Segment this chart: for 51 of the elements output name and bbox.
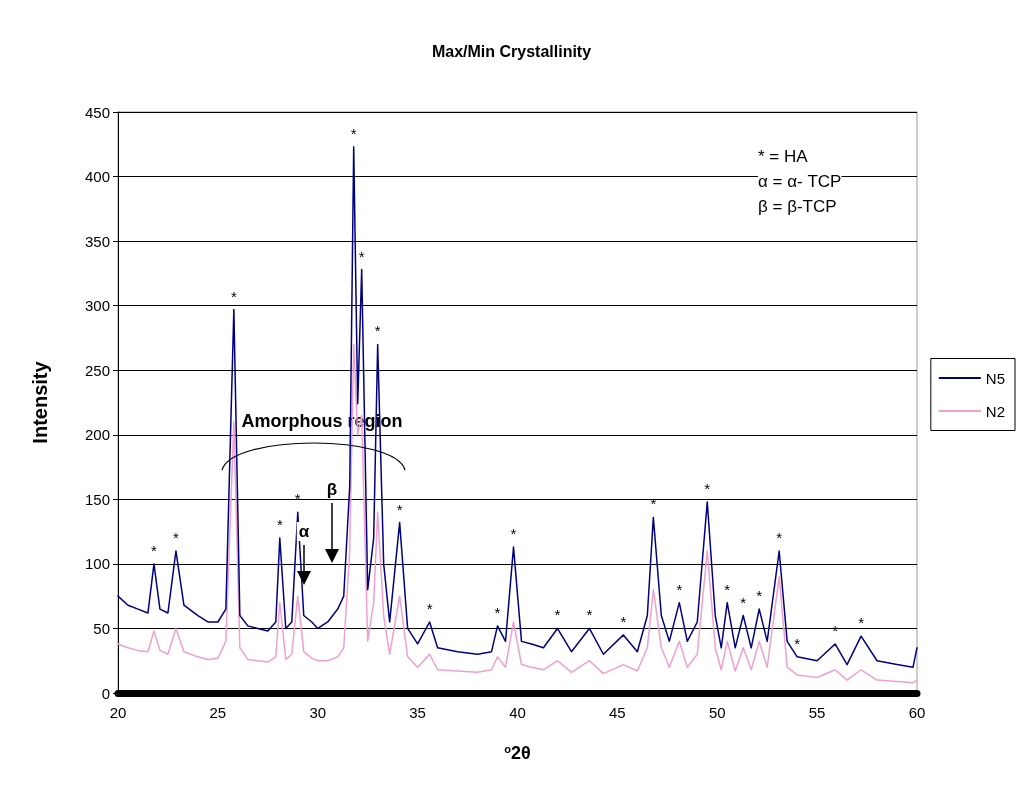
- y-tick-label: 200: [84, 426, 110, 444]
- annotation: *: [510, 525, 517, 543]
- y-tick-label: 300: [84, 297, 110, 315]
- annotation: β = β-TCP: [758, 197, 837, 216]
- annotation: *: [276, 516, 283, 534]
- y-tick-label: 450: [84, 103, 110, 121]
- legend-label: N2: [985, 402, 1006, 420]
- x-tick-label: 20: [109, 704, 127, 721]
- annotation: *: [358, 247, 365, 265]
- annotation: *: [350, 124, 357, 142]
- annotation: *: [173, 528, 180, 546]
- annotation: *: [374, 322, 381, 340]
- annotation: *: [776, 528, 783, 546]
- annotation: *: [676, 580, 683, 598]
- annotation: * = HA: [758, 147, 809, 166]
- x-tick-label: 55: [808, 704, 826, 721]
- x-tick-label: 50: [708, 704, 726, 721]
- annotation: *: [794, 634, 801, 652]
- y-tick-label: 50: [93, 619, 110, 637]
- x-tick-label: 45: [609, 704, 626, 721]
- annotation: α: [298, 522, 310, 541]
- annotation: *: [756, 587, 763, 605]
- x-tick-label: 60: [908, 704, 926, 721]
- annotation: *: [586, 606, 593, 624]
- y-tick-label: 250: [84, 361, 110, 379]
- annotation: *: [396, 500, 403, 518]
- annotation: *: [494, 603, 501, 621]
- annotation: *: [620, 612, 627, 630]
- annotation: *: [858, 614, 865, 632]
- y-tick-label: 100: [84, 555, 110, 573]
- y-tick-label: 350: [84, 232, 110, 250]
- annotation: *: [740, 593, 747, 611]
- annotation: β: [326, 480, 338, 499]
- x-tick-label: 30: [309, 704, 327, 721]
- annotation: *: [230, 287, 237, 305]
- chart-title: Max/Min Crystallinity: [431, 42, 592, 60]
- x-tick-label: 35: [409, 704, 426, 721]
- annotation: *: [151, 541, 158, 559]
- annotation: *: [426, 599, 433, 617]
- annotation: *: [704, 479, 711, 497]
- legend-label: N5: [985, 369, 1006, 387]
- annotation: *: [294, 490, 301, 508]
- y-tick-label: 0: [101, 684, 110, 702]
- x-tick-label: 40: [509, 704, 526, 721]
- annotation: α = α- TCP: [758, 172, 842, 191]
- annotation: *: [554, 606, 561, 624]
- y-axis-title: Intensity: [29, 360, 51, 444]
- x-tick-label: 25: [209, 704, 227, 721]
- y-tick-label: 400: [84, 168, 110, 186]
- annotation: *: [724, 580, 731, 598]
- y-tick-label: 150: [84, 490, 110, 508]
